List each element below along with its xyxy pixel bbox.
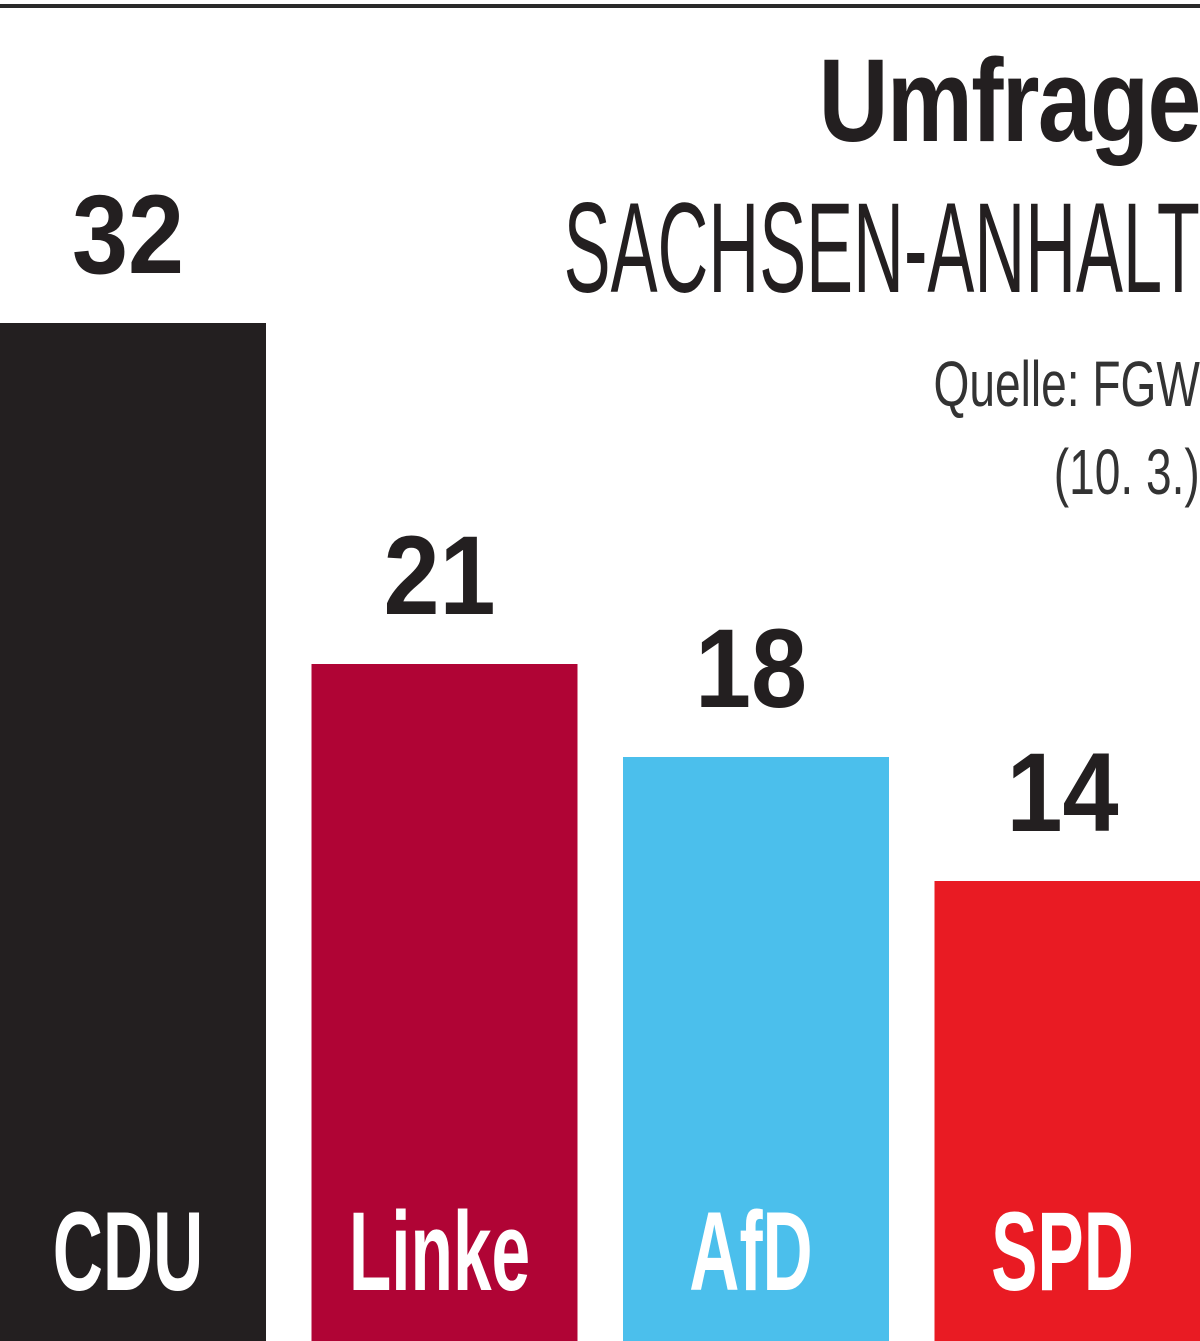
category-label: SPD — [991, 1189, 1134, 1314]
top-rule — [0, 4, 1200, 8]
chart-subtitle: SACHSEN-ANHALT — [563, 177, 1200, 320]
bar-cdu — [0, 323, 266, 1341]
chart-date: (10. 3.) — [1054, 436, 1200, 508]
category-label: Linke — [349, 1189, 530, 1314]
category-label: CDU — [53, 1189, 203, 1314]
value-label: 32 — [72, 172, 184, 297]
category-label: AfD — [689, 1189, 812, 1314]
bar-linke — [311, 664, 578, 1341]
value-label: 18 — [695, 606, 807, 731]
value-label: 21 — [383, 513, 495, 638]
value-label: 14 — [1006, 730, 1118, 855]
bar-afd — [623, 757, 889, 1341]
bar-spd — [934, 881, 1200, 1341]
chart-title: Umfrage — [818, 35, 1200, 167]
chart-source: Quelle: FGW — [933, 348, 1200, 420]
